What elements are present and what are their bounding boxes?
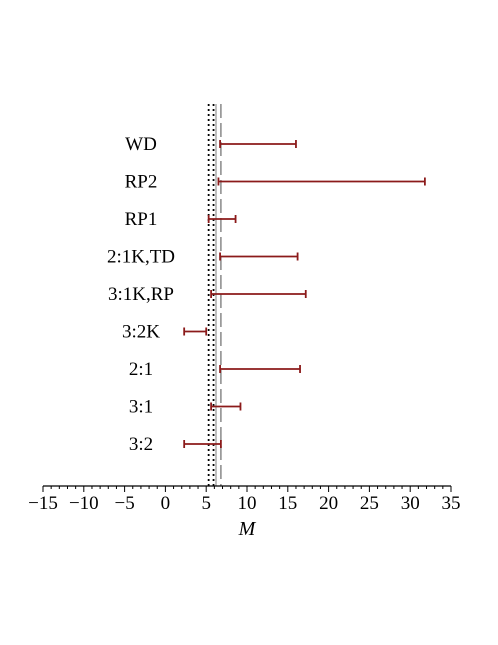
category-label: 3:2K bbox=[122, 322, 160, 343]
x-tick-label: −15 bbox=[28, 493, 58, 514]
x-axis-title: M bbox=[238, 518, 257, 540]
category-labels: WD RP2 RP1 2:1K,TD 3:1K,RP 3:2K 2:1 3:1 3:2 bbox=[107, 134, 175, 455]
category-label: 3:2 bbox=[129, 434, 153, 455]
x-tick-label: −10 bbox=[69, 493, 99, 514]
category-label: 3:1 bbox=[129, 397, 153, 418]
x-tick-label: 10 bbox=[238, 493, 257, 514]
category-label: 2:1 bbox=[129, 359, 153, 380]
x-axis: −15 −10 −5 0 5 10 15 20 25 30 35 bbox=[28, 485, 461, 514]
x-tick-label: 25 bbox=[360, 493, 379, 514]
x-tick-label: 35 bbox=[442, 493, 461, 514]
x-tick-label: 0 bbox=[161, 493, 171, 514]
category-label: RP2 bbox=[125, 172, 158, 193]
category-label: 3:1K,RP bbox=[108, 284, 174, 305]
x-tick-label: −5 bbox=[114, 493, 134, 514]
category-label: WD bbox=[125, 134, 157, 155]
interval-bars bbox=[183, 140, 426, 448]
x-tick-label: 20 bbox=[319, 493, 338, 514]
category-label: 2:1K,TD bbox=[107, 247, 175, 268]
reference-lines bbox=[207, 104, 222, 486]
x-tick-label: 5 bbox=[201, 493, 211, 514]
category-label: RP1 bbox=[125, 209, 158, 230]
x-tick-label: 15 bbox=[278, 493, 297, 514]
x-tick-label: 30 bbox=[401, 493, 420, 514]
